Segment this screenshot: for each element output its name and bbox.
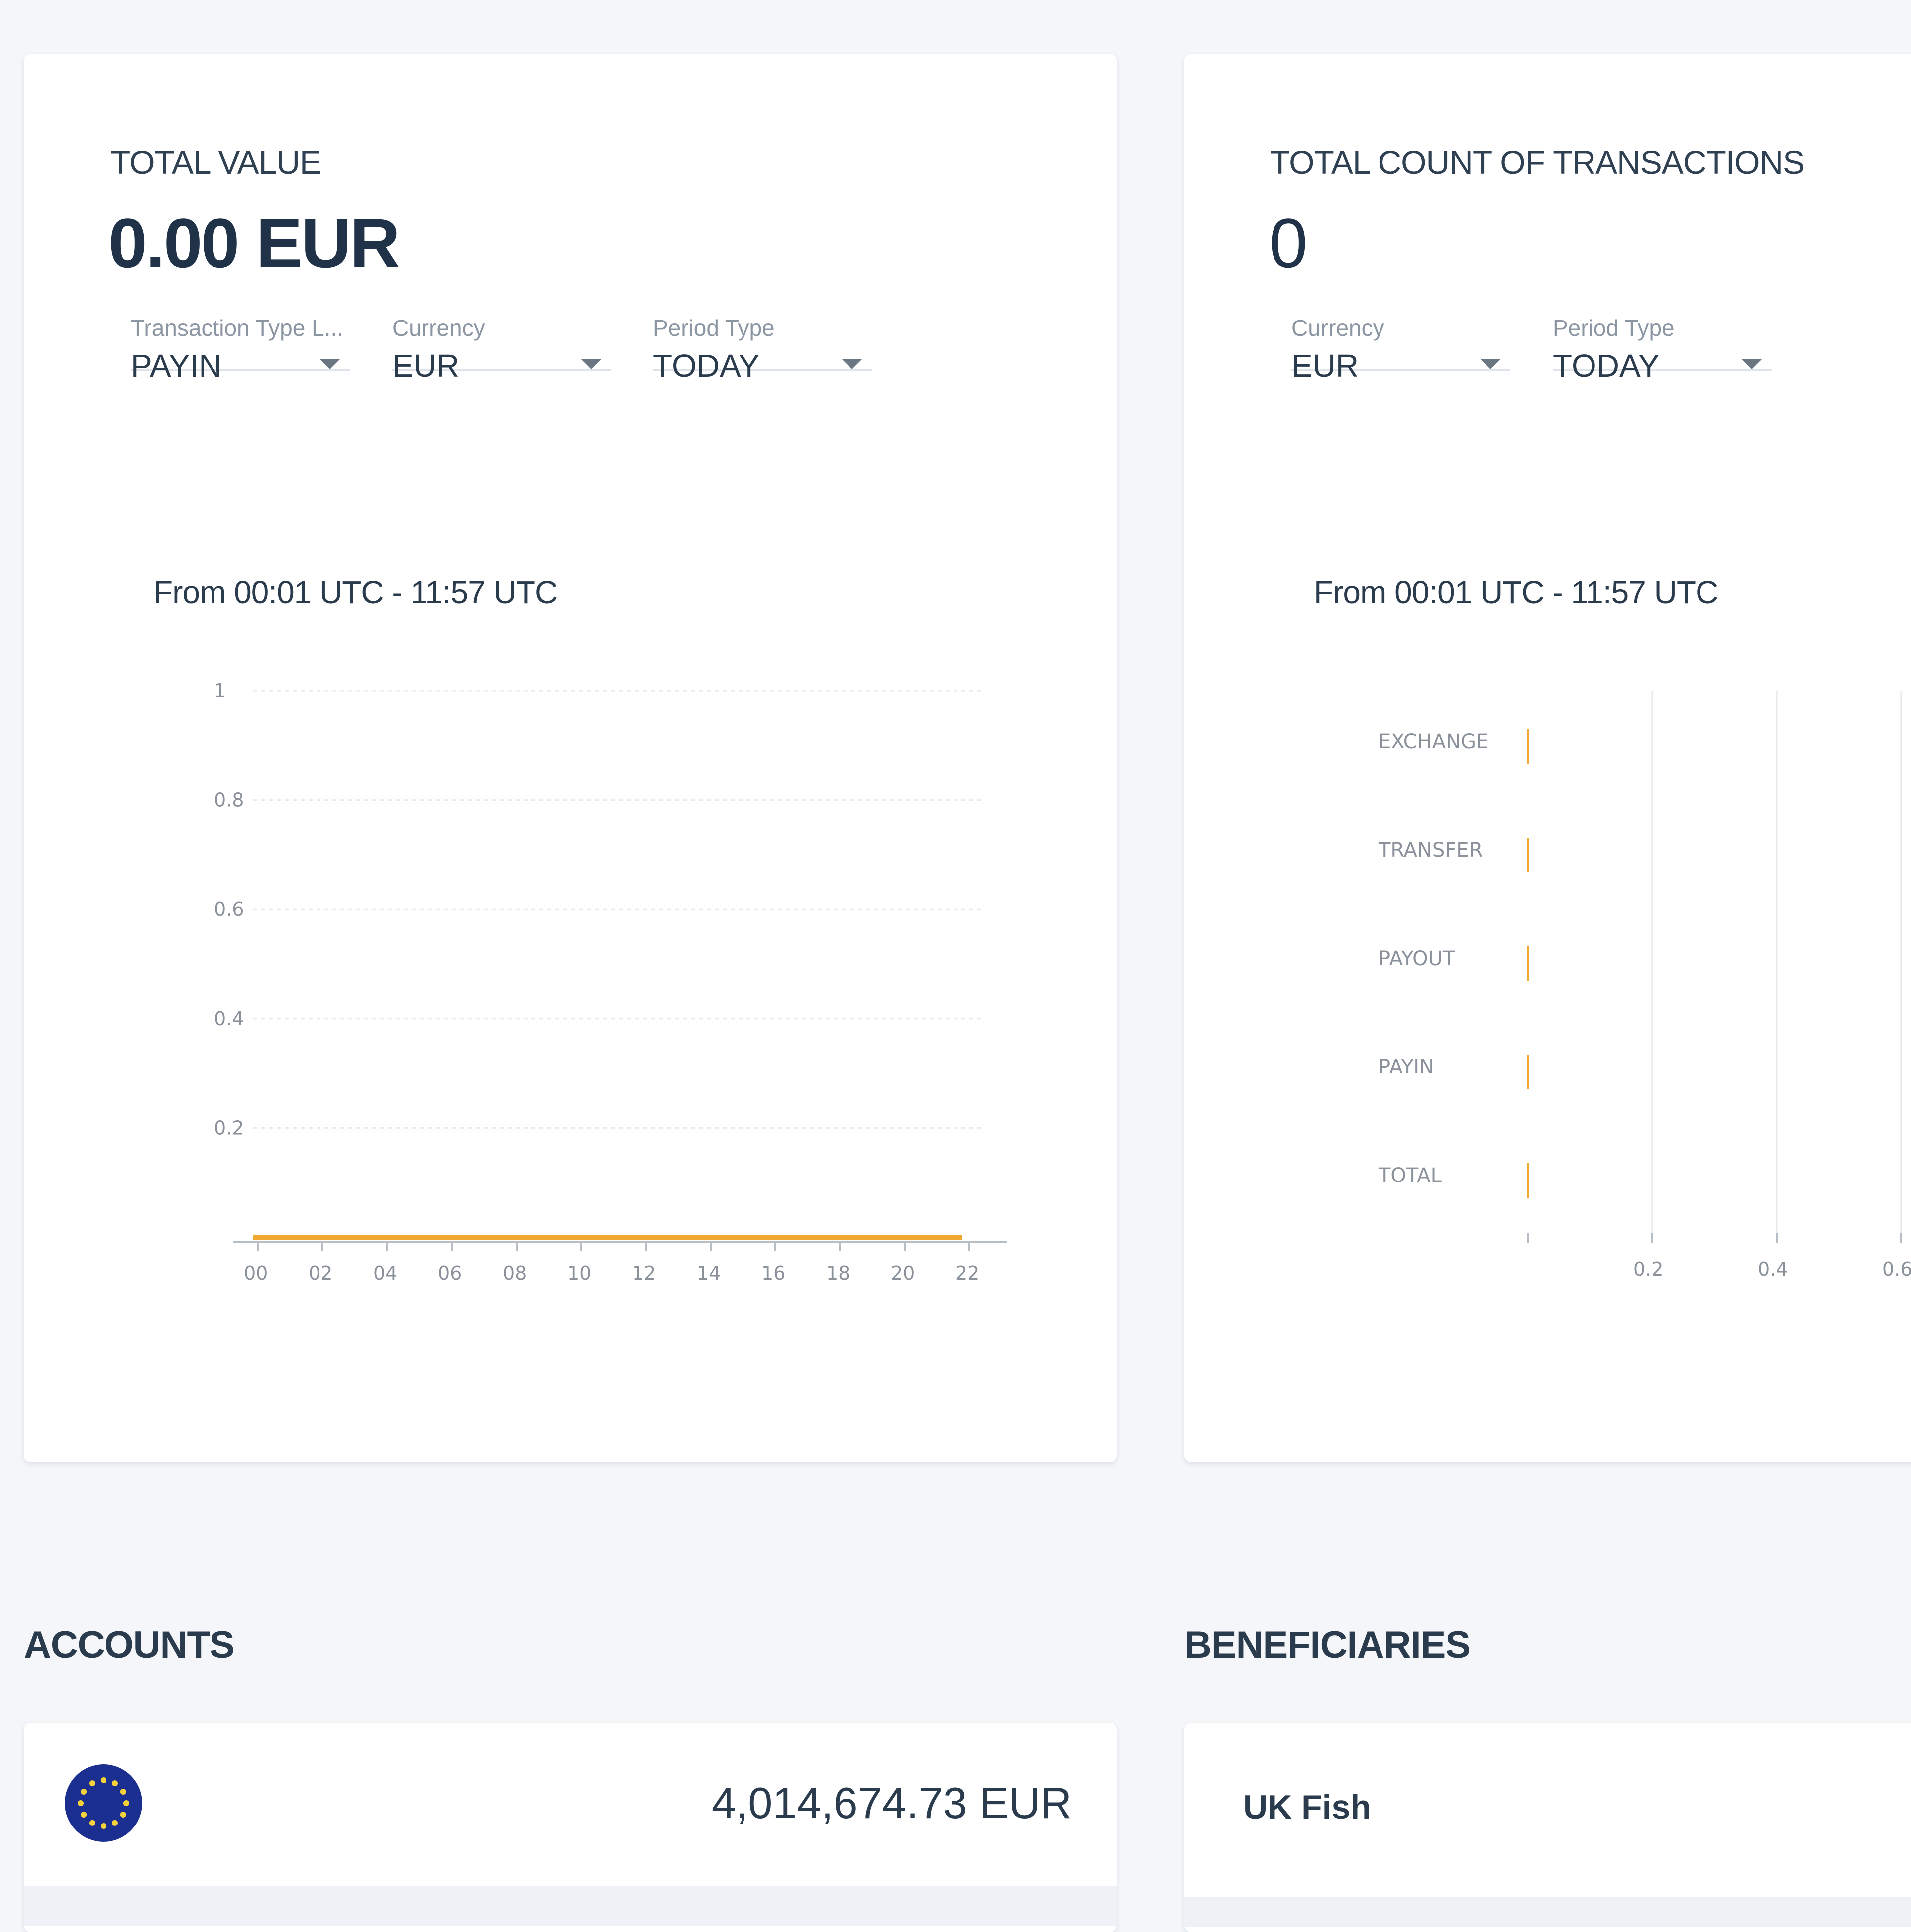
beneficiary-row[interactable] [1184,1897,1911,1927]
total-value-line-chart: 0.2 0.4 0.6 0.8 1 00 02 04 06 08 10 12 14 16 18 20 22 [214,680,1007,1284]
currency-label: Currency [392,315,485,341]
y-tick-label: 1 [214,680,226,702]
category-label: EXCHANGE [1379,730,1488,753]
star [120,1789,126,1795]
star [120,1812,126,1818]
period-type-select[interactable]: Period Type TODAY [653,315,872,384]
star [112,1780,118,1787]
star [112,1820,118,1826]
star [101,1823,106,1829]
period-range-text: From 00:01 UTC - 11:57 UTC [1314,574,1718,610]
period-type-label: Period Type [653,315,775,341]
y-tick-label: 0.8 [214,789,244,811]
y-tick-label: 0.4 [214,1008,244,1030]
x-tick-label: 14 [697,1262,721,1284]
y-tick-label: 0.2 [214,1117,244,1139]
currency-value: EUR [1291,348,1359,384]
y-tick-label: 0.6 [214,898,244,920]
category-label: TRANSFER [1378,839,1483,861]
bar [1527,946,1529,981]
period-type-label: Period Type [1553,315,1675,341]
currency-select[interactable]: Currency EUR [392,315,611,384]
x-tick-label: 16 [761,1262,785,1284]
star [78,1800,84,1806]
total-value-label: TOTAL VALUE [110,144,321,181]
star [81,1812,87,1818]
x-tick-label: 22 [956,1262,979,1284]
x-tick-label: 0.6 [1882,1258,1911,1280]
x-tick-label: 04 [373,1262,397,1284]
eu-flag-icon [65,1764,142,1842]
x-tick-label: 10 [567,1262,591,1284]
x-tick-label: 0.4 [1758,1258,1788,1280]
bar [1527,838,1529,872]
beneficiaries-title: BENEFICIARIES [1184,1624,1471,1666]
transaction-type-value: PAYIN [131,348,222,384]
x-tick-label: 02 [309,1262,332,1284]
total-value-amount: 0.00 EUR [108,204,400,282]
currency-label: Currency [1291,315,1384,341]
star [89,1780,95,1787]
category-label: PAYIN [1379,1056,1434,1078]
x-tick-label: 00 [244,1262,268,1284]
category-label: TOTAL [1378,1164,1442,1187]
chevron-down-icon [1481,359,1500,369]
x-tick-label: 0.2 [1633,1258,1663,1280]
chevron-down-icon [842,359,862,369]
star [101,1777,106,1783]
total-count-card: TOTAL COUNT OF TRANSACTIONS 0 Currency E… [1184,54,1911,1462]
count-period-type-select[interactable]: Period Type TODAY [1553,315,1772,384]
total-value-card: TOTAL VALUE 0.00 EUR Transaction Type L.… [24,54,1117,1462]
x-tick-label: 06 [438,1262,462,1284]
period-type-value: TODAY [1553,348,1660,384]
account-balance: 4,014,674.73 EUR [711,1778,1072,1827]
x-tick-label: 08 [503,1262,527,1284]
chevron-down-icon [581,359,601,369]
chevron-down-icon [320,359,340,369]
currency-value: EUR [392,348,460,384]
accounts-title: ACCOUNTS [24,1624,235,1666]
bar [1527,729,1529,764]
chevron-down-icon [1742,359,1762,369]
category-label: PAYOUT [1379,947,1455,970]
beneficiary-name: UK Fish [1243,1788,1371,1826]
star [123,1800,129,1806]
period-type-value: TODAY [653,348,760,384]
x-tick-label: 12 [632,1262,656,1284]
x-tick-label: 20 [891,1262,915,1284]
transaction-count-bar-chart: 0.2 0.4 0.6 EXCHANGE TRANSFER PAYOUT PAYIN TOTA… [1378,691,1911,1280]
transaction-type-label: Transaction Type L... [131,315,344,341]
star [89,1820,95,1826]
total-count-amount: 0 [1269,204,1308,282]
star [81,1789,87,1795]
total-count-label: TOTAL COUNT OF TRANSACTIONS [1270,144,1805,181]
x-tick-label: 18 [826,1262,850,1284]
count-currency-select[interactable]: Currency EUR [1291,315,1510,384]
transaction-type-select[interactable]: Transaction Type L... PAYIN [131,315,350,384]
account-row[interactable] [24,1886,1117,1926]
period-range-text: From 00:01 UTC - 11:57 UTC [153,574,558,610]
bar [1527,1055,1529,1089]
bar [1527,1163,1529,1198]
